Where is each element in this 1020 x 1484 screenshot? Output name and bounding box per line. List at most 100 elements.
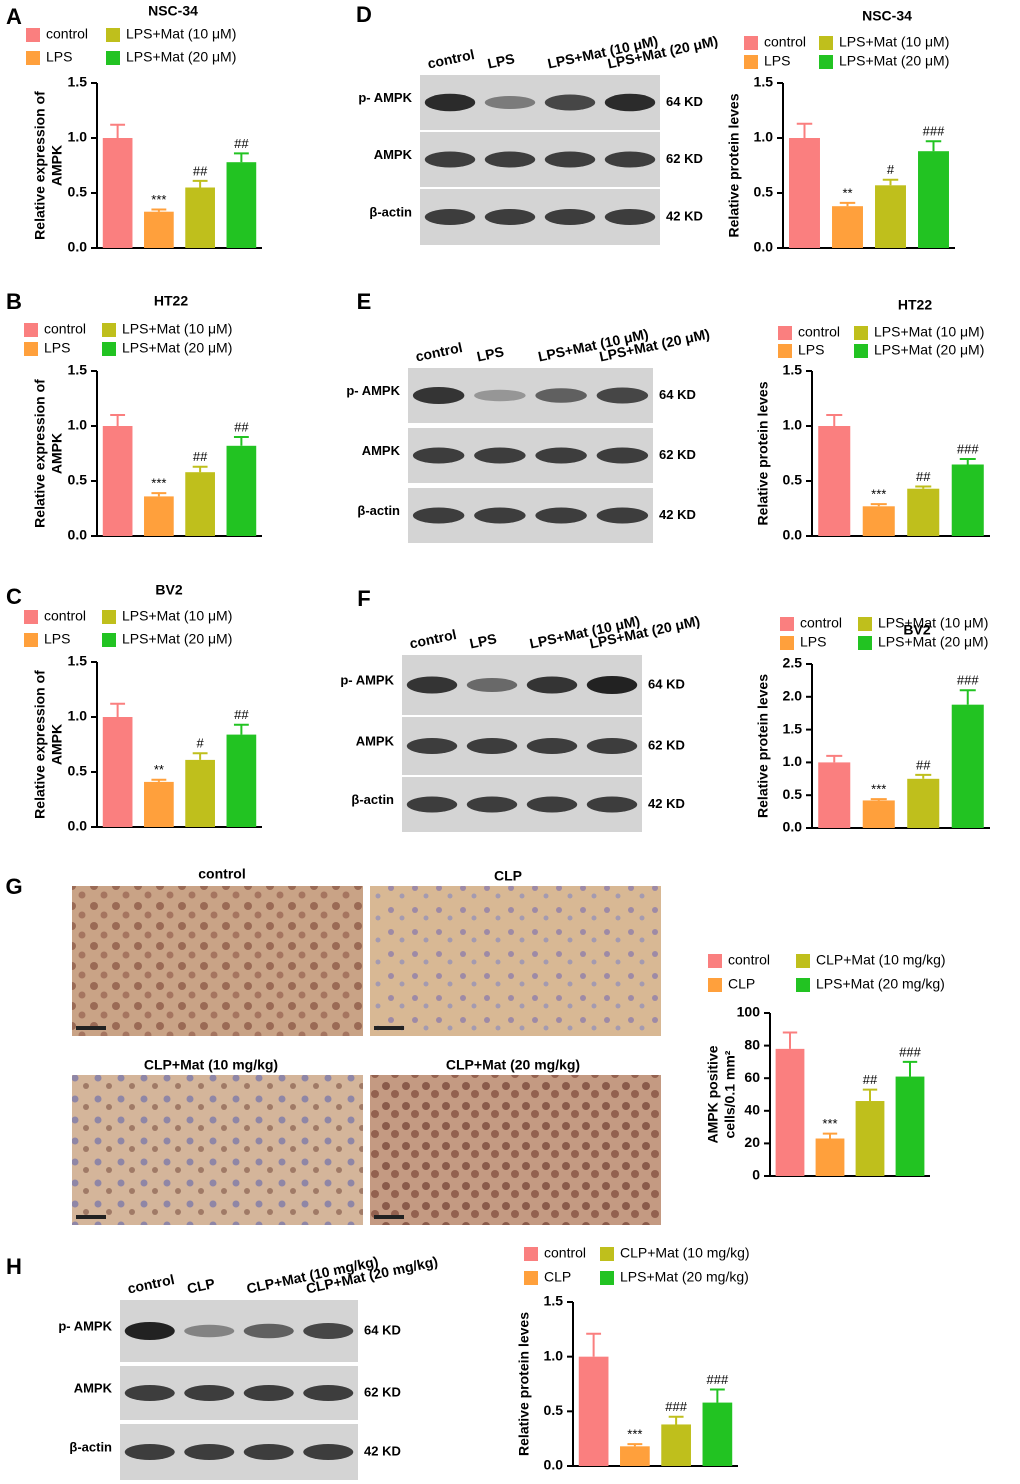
lane-label: CLP <box>186 1275 217 1296</box>
y-tick-label: 1.5 <box>754 74 774 90</box>
legend-label: LPS <box>46 49 72 65</box>
legend-label: LPS+Mat (10 μM) <box>126 26 236 42</box>
y-tick-label: 1.0 <box>68 129 88 145</box>
lane-label: control <box>408 626 458 652</box>
y-axis-label: Relative protein leves <box>516 1312 532 1456</box>
blot-band <box>544 151 596 168</box>
scale-bar <box>374 1026 404 1030</box>
row-label: β-actin <box>369 204 412 219</box>
row-label: p- AMPK <box>358 90 412 105</box>
blot-band <box>596 387 649 404</box>
bar <box>144 211 174 248</box>
y-axis-label: Relative expression of <box>32 379 48 528</box>
blot-band <box>412 507 465 524</box>
y-tick-label: 0.5 <box>544 1402 564 1418</box>
error-bar <box>110 702 126 717</box>
legend-label: LPS <box>798 342 824 358</box>
blot-band <box>604 93 656 112</box>
y-tick-label: 0.5 <box>754 184 774 200</box>
bar <box>226 162 257 248</box>
legend-label: control <box>764 34 806 50</box>
blot-band <box>424 209 476 225</box>
blot-band <box>474 389 526 402</box>
legend-swatch <box>102 610 116 624</box>
legend-label: LPS+Mat (20 μM) <box>126 49 236 65</box>
error-bar <box>782 1031 798 1049</box>
bar <box>789 138 820 248</box>
legend-swatch <box>708 978 722 992</box>
y-tick-label: 1.0 <box>783 753 803 769</box>
blot-band <box>535 388 587 403</box>
error-bar <box>925 140 942 152</box>
size-label: 64 KD <box>648 676 685 691</box>
size-label: 64 KD <box>364 1322 401 1337</box>
significance-label: # <box>887 162 895 177</box>
legend-swatch <box>600 1271 614 1285</box>
legend-label: LPS+Mat (10 μM) <box>878 615 988 631</box>
y-tick-label: 0.5 <box>783 472 803 488</box>
blot-band <box>412 387 465 404</box>
error-bar <box>627 1443 643 1447</box>
bar <box>855 1101 885 1176</box>
y-tick-label: 40 <box>744 1102 760 1118</box>
image-title: CLP <box>494 868 522 884</box>
significance-label: ## <box>193 163 208 178</box>
blot-band <box>474 507 526 524</box>
y-tick-label: 1.5 <box>68 362 88 378</box>
y-axis-label: Relative protein leves <box>726 93 742 237</box>
blot-band <box>466 738 518 754</box>
panel-label: B <box>6 289 22 314</box>
blot-band <box>526 796 578 813</box>
blot-band <box>604 209 656 225</box>
error-bar <box>668 1415 684 1425</box>
error-bar <box>915 773 932 779</box>
chart-title: BV2 <box>903 622 930 638</box>
lane-label: LPS+Mat (20 μM) <box>588 613 701 652</box>
significance-label: ** <box>842 185 852 200</box>
blot-band <box>596 507 649 524</box>
legend-swatch <box>24 633 38 647</box>
blot-band <box>484 209 536 225</box>
bar <box>102 717 133 827</box>
blot-band <box>424 151 476 168</box>
legend-swatch <box>26 51 40 65</box>
significance-label: ** <box>154 762 164 777</box>
lane-label: LPS <box>475 343 505 364</box>
size-label: 64 KD <box>659 387 696 402</box>
y-tick-label: 20 <box>744 1134 760 1150</box>
image-title: CLP+Mat (10 mg/kg) <box>144 1057 278 1073</box>
bar <box>185 472 215 536</box>
row-label: p- AMPK <box>340 672 394 687</box>
significance-label: *** <box>871 487 886 502</box>
blot-band <box>596 447 649 464</box>
legend-label: control <box>44 608 86 624</box>
error-bar <box>839 201 856 207</box>
y-axis-label: AMPK <box>49 145 65 186</box>
legend-swatch <box>26 28 40 42</box>
error-bar <box>826 754 843 763</box>
error-bar <box>870 798 887 801</box>
error-bar <box>902 1060 918 1077</box>
blot-band <box>535 507 587 524</box>
lane-label: LPS+Mat (20 μM) <box>606 33 719 72</box>
row-label: p- AMPK <box>58 1318 112 1333</box>
bar <box>875 185 906 248</box>
legend-swatch <box>24 323 38 337</box>
lane-label: control <box>426 46 476 72</box>
size-label: 42 KD <box>666 208 703 223</box>
row-label: AMPK <box>362 443 401 458</box>
bar <box>226 445 257 536</box>
y-tick-label: 0.5 <box>783 786 803 802</box>
significance-label: ## <box>916 469 931 484</box>
y-axis-label: Relative expression of <box>32 670 48 819</box>
significance-label: ### <box>957 673 979 688</box>
significance-label: ## <box>863 1072 878 1087</box>
legend-label: control <box>798 324 840 340</box>
bar <box>951 464 984 536</box>
y-tick-label: 1.5 <box>783 362 803 378</box>
blot-band <box>526 738 578 754</box>
significance-label: ### <box>899 1044 921 1059</box>
legend-swatch <box>102 342 116 356</box>
y-axis-label: Relative expression of <box>32 91 48 240</box>
bar <box>144 496 174 536</box>
